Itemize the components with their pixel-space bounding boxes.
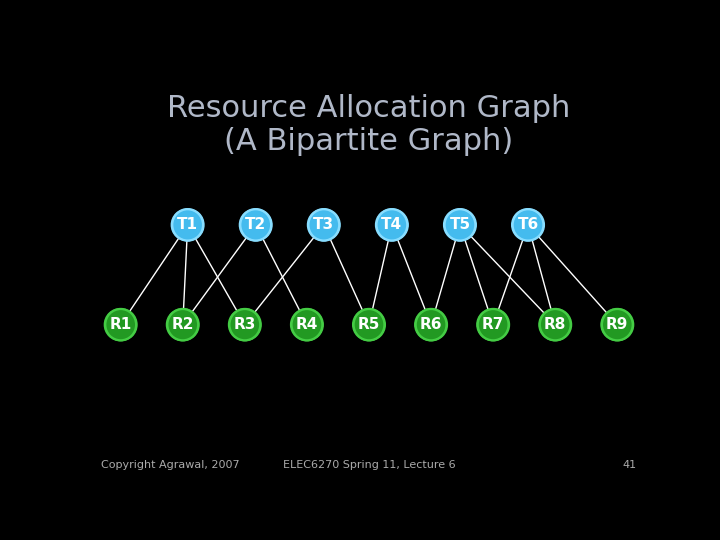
Ellipse shape — [239, 208, 273, 242]
Ellipse shape — [308, 210, 339, 240]
Text: R9: R9 — [606, 317, 629, 332]
Ellipse shape — [540, 309, 570, 340]
Text: (A Bipartite Graph): (A Bipartite Graph) — [225, 127, 513, 156]
Ellipse shape — [228, 308, 262, 341]
Text: T4: T4 — [382, 218, 402, 232]
Text: R6: R6 — [420, 317, 442, 332]
Text: ELEC6270 Spring 11, Lecture 6: ELEC6270 Spring 11, Lecture 6 — [283, 460, 455, 470]
Text: T1: T1 — [177, 218, 198, 232]
Ellipse shape — [104, 308, 138, 341]
Ellipse shape — [168, 309, 198, 340]
Ellipse shape — [476, 308, 510, 341]
Ellipse shape — [352, 308, 386, 341]
Text: Copyright Agrawal, 2007: Copyright Agrawal, 2007 — [101, 460, 240, 470]
Text: R1: R1 — [109, 317, 132, 332]
Ellipse shape — [292, 309, 323, 340]
Text: R5: R5 — [358, 317, 380, 332]
Ellipse shape — [230, 309, 260, 340]
Text: R3: R3 — [234, 317, 256, 332]
Ellipse shape — [443, 208, 477, 242]
Ellipse shape — [105, 309, 136, 340]
Text: R7: R7 — [482, 317, 504, 332]
Ellipse shape — [414, 308, 448, 341]
Ellipse shape — [478, 309, 508, 340]
Text: R2: R2 — [171, 317, 194, 332]
Ellipse shape — [415, 309, 446, 340]
Ellipse shape — [240, 210, 271, 240]
Ellipse shape — [166, 308, 199, 341]
Ellipse shape — [600, 308, 634, 341]
Text: R8: R8 — [544, 317, 567, 332]
Ellipse shape — [354, 309, 384, 340]
Text: Resource Allocation Graph: Resource Allocation Graph — [167, 94, 571, 123]
Text: T6: T6 — [518, 218, 539, 232]
Ellipse shape — [375, 208, 409, 242]
Text: R4: R4 — [296, 317, 318, 332]
Text: T5: T5 — [449, 218, 470, 232]
Ellipse shape — [377, 210, 408, 240]
Text: 41: 41 — [623, 460, 637, 470]
Ellipse shape — [511, 208, 545, 242]
Ellipse shape — [307, 208, 341, 242]
Ellipse shape — [172, 210, 203, 240]
Ellipse shape — [171, 208, 204, 242]
Text: T3: T3 — [313, 218, 334, 232]
Ellipse shape — [445, 210, 475, 240]
Ellipse shape — [290, 308, 324, 341]
Text: T2: T2 — [245, 218, 266, 232]
Ellipse shape — [539, 308, 572, 341]
Ellipse shape — [602, 309, 633, 340]
Ellipse shape — [513, 210, 544, 240]
